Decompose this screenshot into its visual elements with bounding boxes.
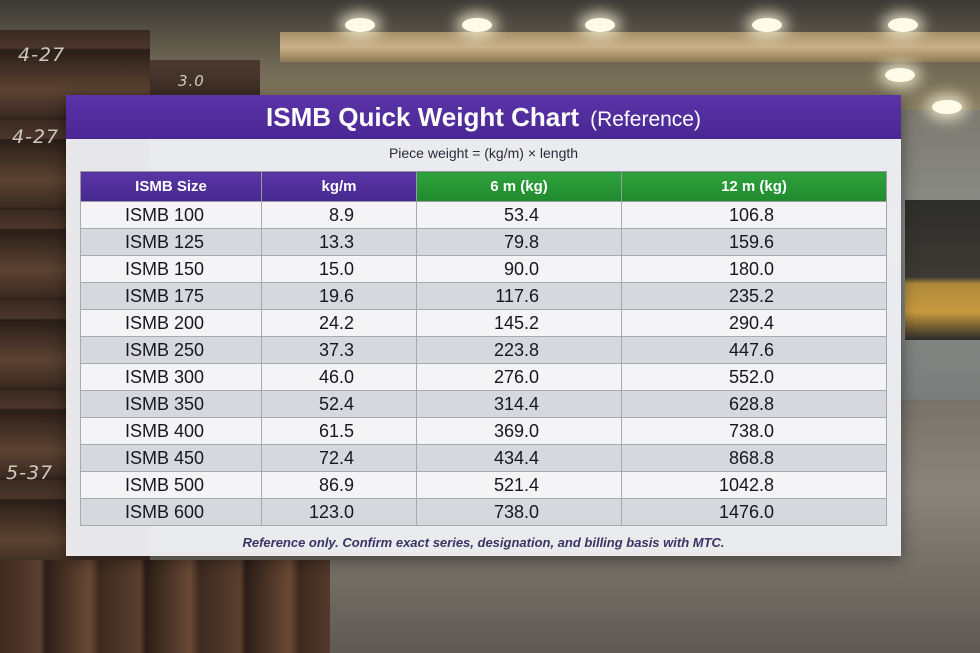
cell-kg-per-m: 24.2 <box>261 309 417 337</box>
table-row: ISMB 400 61.5 369.0 738.0 <box>80 417 887 445</box>
cell-6m-weight: 521.4 <box>416 471 622 499</box>
cell-6m-weight: 276.0 <box>416 363 622 391</box>
cell-12m-weight: 868.8 <box>621 444 887 472</box>
cell-kg-per-m: 19.6 <box>261 282 417 310</box>
cell-6m-weight: 90.0 <box>416 255 622 283</box>
footnote: Reference only. Confirm exact series, de… <box>242 535 725 550</box>
cell-6m-weight: 223.8 <box>416 336 622 364</box>
cell-6m-weight: 117.6 <box>416 282 622 310</box>
column-header-kgm: kg/m <box>261 171 417 202</box>
table-row: ISMB 500 86.9 521.4 1042.8 <box>80 471 887 499</box>
table-row: ISMB 450 72.4 434.4 868.8 <box>80 444 887 472</box>
ceiling-light <box>888 18 918 32</box>
cell-12m-weight: 738.0 <box>621 417 887 445</box>
cell-6m-weight: 434.4 <box>416 444 622 472</box>
ceiling-beam <box>280 32 980 62</box>
cell-12m-weight: 1476.0 <box>621 498 887 526</box>
weight-chart-card: ISMB Quick Weight Chart (Reference) Piec… <box>66 95 901 556</box>
formula-text: Piece weight = (kg/m) × length <box>388 145 579 161</box>
chart-title-bar: ISMB Quick Weight Chart (Reference) <box>66 95 901 139</box>
cell-size: ISMB 450 <box>80 444 262 472</box>
table-header-row: ISMB Size kg/m 6 m (kg) 12 m (kg) <box>80 171 887 202</box>
cell-size: ISMB 350 <box>80 390 262 418</box>
cell-12m-weight: 106.8 <box>621 201 887 229</box>
chart-subtitle: (Reference) <box>590 108 701 131</box>
cell-12m-weight: 290.4 <box>621 309 887 337</box>
table-row: ISMB 125 13.3 79.8 159.6 <box>80 228 887 256</box>
cell-size: ISMB 300 <box>80 363 262 391</box>
cell-kg-per-m: 52.4 <box>261 390 417 418</box>
table-row: ISMB 175 19.6 117.6 235.2 <box>80 282 887 310</box>
chart-title: ISMB Quick Weight Chart <box>266 102 579 132</box>
cell-size: ISMB 100 <box>80 201 262 229</box>
table-row: ISMB 600 123.0 738.0 1476.0 <box>80 498 887 526</box>
cell-kg-per-m: 123.0 <box>261 498 417 526</box>
ceiling-light <box>462 18 492 32</box>
column-header-6m: 6 m (kg) <box>416 171 622 202</box>
cell-12m-weight: 552.0 <box>621 363 887 391</box>
cell-size: ISMB 250 <box>80 336 262 364</box>
table-body: ISMB 100 8.9 53.4 106.8 ISMB 125 13.3 79.8 159.… <box>80 201 887 526</box>
cell-6m-weight: 53.4 <box>416 201 622 229</box>
chalk-mark: 4-27 <box>18 44 66 66</box>
cell-12m-weight: 628.8 <box>621 390 887 418</box>
ceiling-light <box>585 18 615 32</box>
cell-kg-per-m: 15.0 <box>261 255 417 283</box>
cell-kg-per-m: 72.4 <box>261 444 417 472</box>
cell-size: ISMB 600 <box>80 498 262 526</box>
table-row: ISMB 200 24.2 145.2 290.4 <box>80 309 887 337</box>
chalk-mark: 3.0 <box>178 72 205 90</box>
cell-kg-per-m: 13.3 <box>261 228 417 256</box>
table-row: ISMB 250 37.3 223.8 447.6 <box>80 336 887 364</box>
cell-12m-weight: 447.6 <box>621 336 887 364</box>
cell-size: ISMB 400 <box>80 417 262 445</box>
ceiling-light <box>885 68 915 82</box>
chalk-mark: 5-37 <box>6 462 54 484</box>
ceiling-light <box>932 100 962 114</box>
cell-kg-per-m: 46.0 <box>261 363 417 391</box>
cell-6m-weight: 738.0 <box>416 498 622 526</box>
cell-size: ISMB 200 <box>80 309 262 337</box>
cell-12m-weight: 180.0 <box>621 255 887 283</box>
cell-kg-per-m: 8.9 <box>261 201 417 229</box>
cell-6m-weight: 145.2 <box>416 309 622 337</box>
table-row: ISMB 100 8.9 53.4 106.8 <box>80 201 887 229</box>
cell-kg-per-m: 37.3 <box>261 336 417 364</box>
cell-size: ISMB 150 <box>80 255 262 283</box>
cell-6m-weight: 79.8 <box>416 228 622 256</box>
weight-table: ISMB Size kg/m 6 m (kg) 12 m (kg) ISMB 1… <box>80 171 887 526</box>
table-row: ISMB 300 46.0 276.0 552.0 <box>80 363 887 391</box>
steel-beam-pile <box>0 560 330 653</box>
cell-size: ISMB 125 <box>80 228 262 256</box>
table-row: ISMB 150 15.0 90.0 180.0 <box>80 255 887 283</box>
cell-6m-weight: 369.0 <box>416 417 622 445</box>
cell-6m-weight: 314.4 <box>416 390 622 418</box>
cell-size: ISMB 175 <box>80 282 262 310</box>
ceiling-light <box>752 18 782 32</box>
ceiling-light <box>345 18 375 32</box>
column-header-12m: 12 m (kg) <box>621 171 887 202</box>
table-row: ISMB 350 52.4 314.4 628.8 <box>80 390 887 418</box>
cell-12m-weight: 159.6 <box>621 228 887 256</box>
column-header-size: ISMB Size <box>80 171 262 202</box>
forklift <box>905 200 980 340</box>
cell-size: ISMB 500 <box>80 471 262 499</box>
cell-kg-per-m: 86.9 <box>261 471 417 499</box>
cell-12m-weight: 235.2 <box>621 282 887 310</box>
chalk-mark: 4-27 <box>12 126 60 148</box>
cell-kg-per-m: 61.5 <box>261 417 417 445</box>
cell-12m-weight: 1042.8 <box>621 471 887 499</box>
